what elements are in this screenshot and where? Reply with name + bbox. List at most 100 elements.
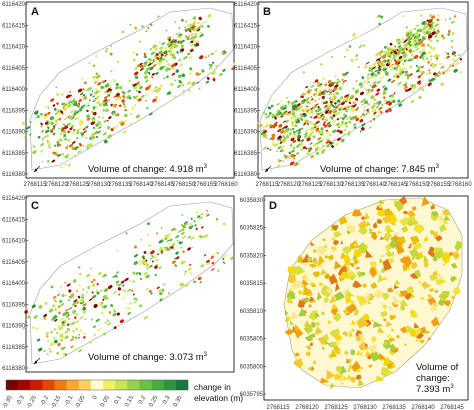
change-cell: [77, 266, 81, 269]
change-cell: [354, 243, 358, 247]
change-cell: [365, 91, 371, 95]
change-cell: [377, 326, 385, 334]
change-cell: [72, 130, 77, 134]
change-cell: [378, 272, 384, 283]
change-cell: [344, 56, 346, 58]
change-cell: [200, 31, 203, 34]
change-cell: [312, 248, 317, 254]
change-cell: [430, 77, 435, 82]
change-cell: [94, 97, 97, 100]
change-cell: [399, 290, 409, 297]
change-cell: [145, 86, 150, 91]
change-cell: [168, 237, 171, 241]
change-cell: [454, 15, 457, 18]
change-cell: [211, 253, 216, 257]
change-cell: [376, 106, 379, 109]
change-cell: [396, 334, 400, 339]
change-cell: [276, 164, 281, 168]
change-cell: [378, 204, 383, 209]
change-cell: [343, 375, 348, 381]
change-cell: [132, 271, 136, 275]
change-cell: [413, 33, 418, 37]
change-cell: [28, 110, 33, 114]
change-cell: [327, 319, 332, 325]
change-cell: [159, 41, 161, 44]
change-cell: [343, 76, 345, 78]
change-cell: [345, 129, 348, 132]
change-cell: [329, 133, 332, 137]
change-cell: [392, 48, 397, 52]
change-cell: [399, 68, 404, 73]
change-cell: [133, 245, 137, 249]
x-tick-label: 2768145: [384, 182, 408, 188]
change-cell: [281, 109, 283, 111]
change-cell: [364, 65, 368, 69]
change-cell: [306, 137, 311, 142]
change-cell: [429, 21, 433, 25]
change-cell: [403, 59, 407, 63]
change-cell: [307, 133, 311, 137]
change-cell: [419, 326, 427, 334]
change-cell: [171, 242, 176, 246]
change-cell: [382, 292, 390, 301]
change-cell: [78, 334, 80, 336]
x-tick-label: 2768125: [324, 405, 348, 410]
change-cell: [353, 257, 360, 266]
change-cell: [428, 69, 431, 72]
change-cell: [367, 76, 369, 79]
change-cell: [433, 47, 436, 50]
change-cell: [334, 102, 337, 105]
change-cell: [345, 94, 350, 97]
change-cell: [53, 336, 56, 340]
change-cell: [110, 70, 113, 73]
change-cell: [94, 92, 98, 95]
change-cell: [385, 321, 393, 328]
change-cell: [409, 97, 412, 100]
change-cell: [64, 163, 67, 166]
change-cell: [443, 300, 451, 307]
change-cell: [117, 287, 122, 291]
change-cell: [283, 131, 286, 134]
change-cell: [310, 102, 314, 105]
change-cell: [379, 56, 383, 59]
y-tick-label: 6116415: [2, 23, 26, 29]
change-cell: [157, 15, 160, 18]
change-cell: [149, 112, 153, 116]
change-cell: [110, 304, 114, 308]
change-cell: [47, 150, 50, 153]
change-cell: [157, 253, 160, 256]
change-cell: [427, 337, 432, 340]
change-cell: [331, 99, 334, 101]
change-cell: [443, 57, 446, 60]
change-cell: [379, 236, 385, 241]
change-cell: [389, 94, 392, 97]
change-cell: [134, 84, 139, 88]
change-cell: [409, 50, 412, 53]
change-cell: [138, 40, 141, 43]
change-cell: [320, 113, 324, 117]
x-tick-label: 2768140: [363, 182, 387, 188]
change-cell: [82, 306, 87, 311]
change-cell: [359, 130, 362, 133]
change-cell: [297, 289, 304, 295]
change-cell: [412, 309, 419, 317]
change-cell: [68, 317, 70, 319]
change-cell: [206, 262, 210, 266]
change-cell: [322, 115, 326, 119]
change-cell: [282, 106, 287, 111]
change-cell: [338, 126, 340, 129]
change-cell: [32, 326, 35, 329]
change-cell: [114, 106, 116, 108]
change-cell: [134, 71, 139, 76]
change-cell: [103, 274, 108, 278]
change-cell: [124, 306, 128, 309]
change-cell: [114, 274, 118, 278]
change-cell: [291, 151, 293, 154]
change-cell: [381, 103, 384, 107]
change-cell: [145, 287, 149, 291]
change-cell: [330, 93, 332, 95]
change-cell: [61, 152, 65, 156]
change-cell: [378, 200, 384, 205]
change-cell: [430, 205, 436, 210]
change-cell: [124, 277, 129, 282]
